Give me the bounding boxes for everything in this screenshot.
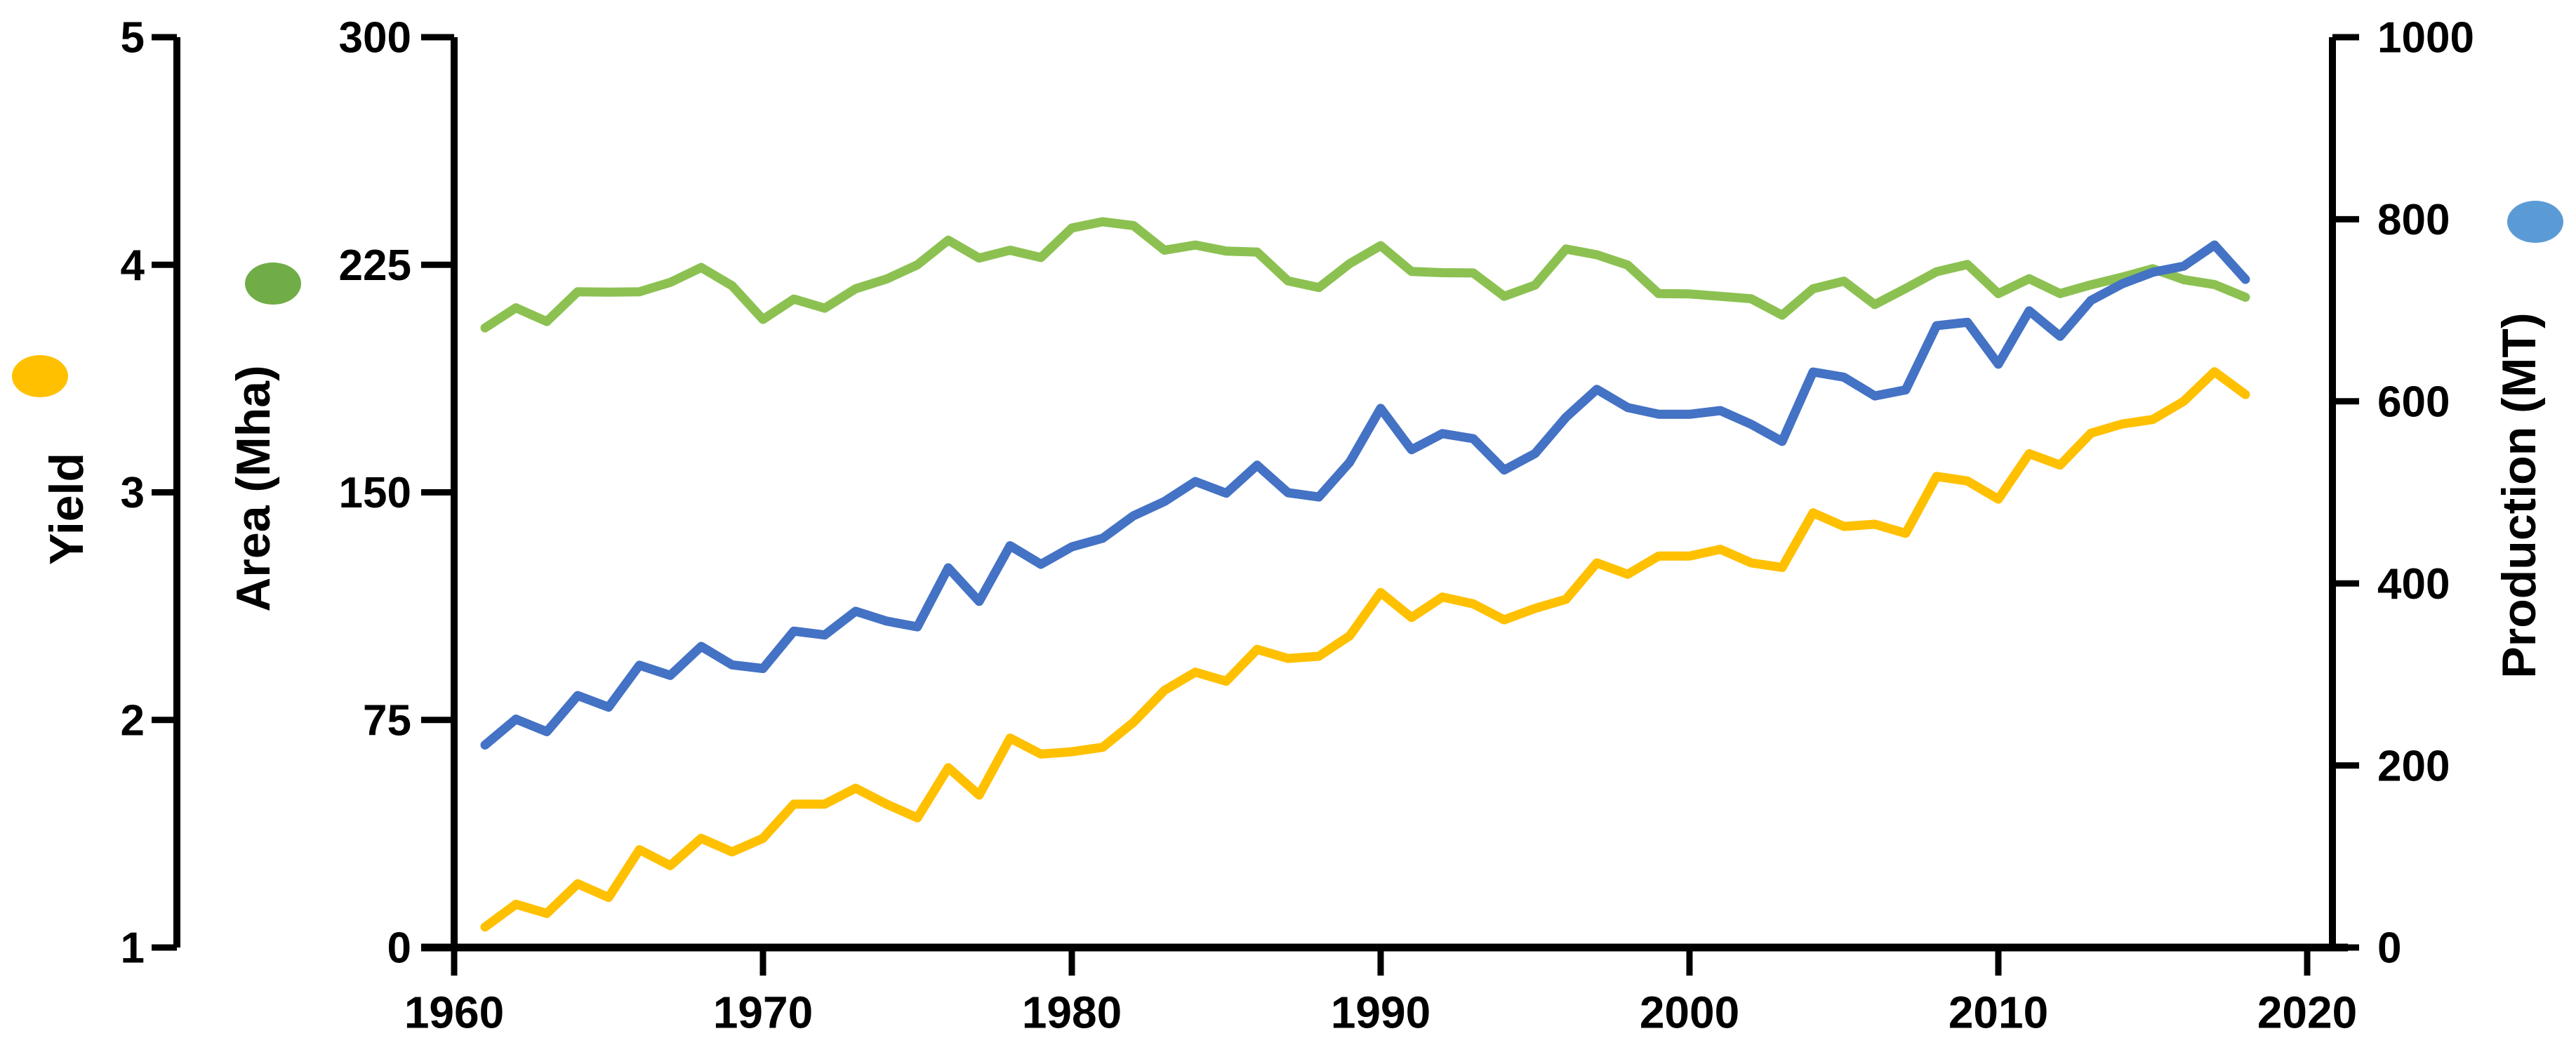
tick-label-x: 1980 [1022,987,1122,1037]
tick-label-production: 800 [2377,196,2450,244]
tick-label-production: 600 [2377,378,2450,427]
tick-label-yield: 4 [121,241,145,290]
tick-label-production: 200 [2377,742,2450,790]
axis-production: 0 200 400 600 800 1000 Production (MT) [2329,14,2563,973]
tick-label-area: 300 [339,14,411,62]
axis-x: 1960 1970 1980 1990 2000 2010 2020 [404,943,2357,1037]
tick-label-yield: 3 [121,469,145,517]
axis-title-production: Production (MT) [2492,312,2546,678]
tick-label-area: 0 [387,924,411,973]
legend-dot-area [245,262,301,305]
tick-label-x: 2010 [1948,987,2048,1037]
legend-dot-production [2507,201,2563,243]
tick-label-area: 150 [339,469,411,517]
axis-area: 0 75 150 225 300 Area (Mha) [227,14,458,973]
tick-label-area: 75 [363,696,411,745]
tick-label-x: 1990 [1331,987,1430,1037]
tick-label-x: 2020 [2257,987,2357,1037]
tick-label-production: 1000 [2377,14,2474,62]
tick-label-yield: 5 [121,14,145,62]
tick-label-yield: 1 [121,924,145,973]
tick-label-yield: 2 [121,696,145,745]
axis-title-yield: Yield [40,453,93,565]
axis-title-area: Area (Mha) [227,365,280,611]
tick-label-area: 225 [339,241,411,290]
axis-yield: 1 2 3 4 5 Yield [12,14,180,973]
legend-dot-yield [12,355,68,397]
tick-label-x: 1960 [404,987,504,1037]
tick-label-production: 0 [2377,924,2401,973]
tick-label-x: 2000 [1640,987,1739,1037]
series-line-production [480,240,2250,750]
tick-label-x: 1970 [713,987,813,1037]
series-line-yield [480,367,2250,932]
series-line-area [480,217,2250,333]
tick-label-production: 400 [2377,560,2450,609]
